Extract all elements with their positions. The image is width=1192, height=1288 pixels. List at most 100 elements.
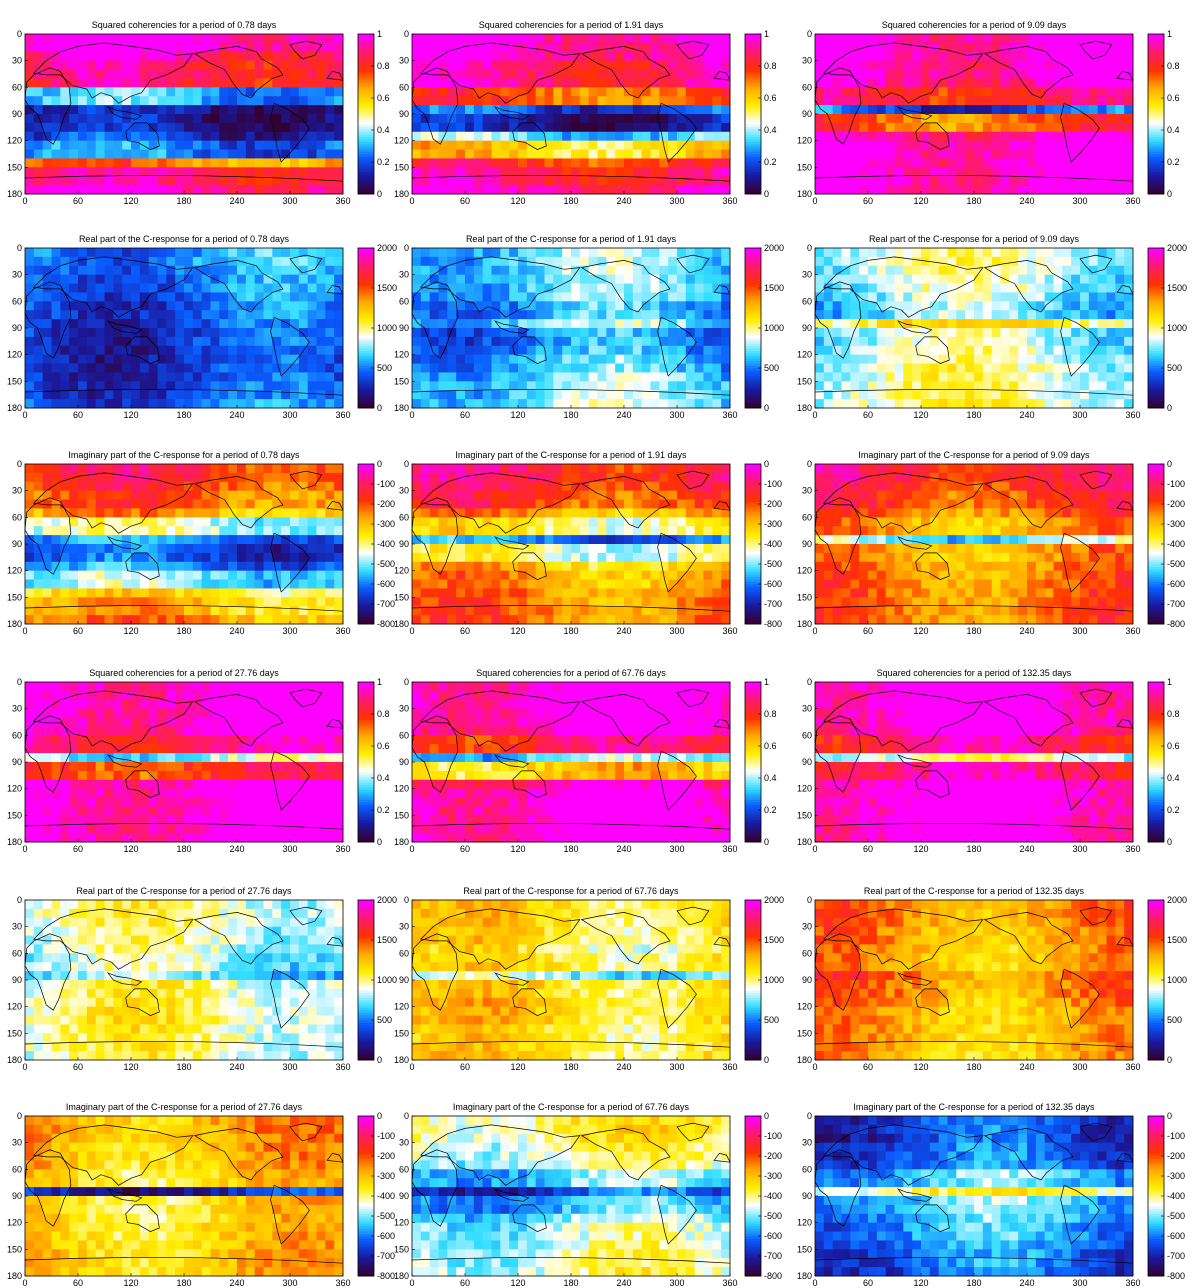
heatmap-cell: [1018, 256, 1028, 267]
heatmap-cell: [1035, 34, 1046, 44]
heatmap-cell: [237, 319, 247, 329]
heatmap-cell: [1097, 248, 1107, 258]
heatmap-cell: [184, 481, 194, 492]
x-tick-label: 60: [460, 196, 470, 206]
colorbar-step: [745, 39, 761, 42]
heatmap-cell: [192, 464, 203, 474]
heatmap-cell: [298, 526, 309, 536]
heatmap-cell: [1053, 381, 1063, 391]
heatmap-cell: [456, 372, 466, 382]
heatmap-cell: [579, 274, 590, 284]
heatmap-cell: [876, 354, 887, 364]
heatmap-cell: [175, 552, 185, 563]
heatmap-cell: [131, 34, 141, 44]
heatmap-cell: [25, 517, 35, 527]
heatmap-cell: [1027, 399, 1037, 409]
heatmap-cell: [615, 122, 625, 133]
heatmap-cell: [956, 381, 966, 391]
heatmap-cell: [166, 535, 176, 545]
heatmap-cell: [25, 51, 35, 62]
heatmap-cell: [104, 508, 114, 518]
heatmap-cell: [122, 301, 132, 311]
heatmap-cell: [938, 185, 948, 195]
heatmap-cell: [544, 345, 554, 356]
heatmap-cell: [526, 131, 537, 142]
heatmap-cell: [832, 158, 842, 168]
heatmap-cell: [104, 122, 114, 133]
heatmap-cell: [104, 96, 114, 106]
heatmap-cell: [491, 319, 501, 329]
y-tick-label: 30: [399, 270, 409, 280]
heatmap-cell: [491, 60, 501, 70]
heatmap-cell: [1062, 274, 1072, 284]
heatmap-cell: [491, 381, 501, 391]
heatmap-cell: [947, 34, 957, 44]
colorbar-step: [358, 273, 374, 276]
heatmap-cell: [615, 265, 625, 276]
colorbar-step: [358, 186, 374, 190]
heatmap-cell: [281, 69, 291, 79]
x-tick-label: 300: [669, 410, 684, 420]
heatmap-cell: [1106, 96, 1116, 106]
heatmap-cell: [1009, 301, 1019, 311]
heatmap-cell: [60, 60, 70, 70]
heatmap-cell: [131, 464, 141, 474]
heatmap-cell: [175, 248, 185, 258]
colorbar-step: [358, 174, 374, 177]
heatmap-cell: [473, 158, 484, 168]
heatmap-cell: [1097, 399, 1107, 409]
heatmap-cell: [1071, 310, 1081, 320]
heatmap-cell: [1071, 105, 1081, 115]
heatmap-cell: [25, 140, 35, 150]
heatmap-cell: [438, 51, 448, 62]
heatmap-cell: [78, 363, 88, 373]
colorbar-step: [1148, 149, 1164, 152]
y-tick-label: 60: [12, 82, 22, 92]
colorbar-frame: [357, 33, 375, 195]
heatmap-cell: [412, 69, 422, 79]
heatmap-cell: [1000, 310, 1010, 320]
heatmap-cell: [859, 248, 869, 258]
heatmap-cell: [1009, 354, 1019, 364]
heatmap-cell: [832, 372, 842, 382]
heatmap-cell: [1044, 381, 1054, 391]
colorbar-step: [358, 270, 374, 274]
heatmap-cell: [290, 96, 300, 106]
heatmap-cell: [1080, 265, 1090, 276]
heatmap-cell: [597, 363, 607, 373]
heatmap-cell: [298, 60, 309, 70]
heatmap-cell: [991, 256, 1001, 267]
heatmap-cell: [1071, 248, 1081, 258]
heatmap-cell: [841, 51, 851, 62]
heatmap-cell: [947, 131, 957, 142]
heatmap-cell: [677, 140, 687, 150]
x-tick-label: 300: [1072, 410, 1087, 420]
heatmap-cell: [624, 185, 634, 195]
heatmap-cell: [139, 354, 150, 364]
heatmap-cell: [334, 42, 344, 53]
colorbar-tick-label: 0.2: [764, 157, 777, 167]
heatmap-cell: [1044, 122, 1054, 133]
heatmap-cell: [316, 34, 326, 44]
heatmap-cell: [42, 42, 52, 53]
heatmap-cell: [685, 283, 696, 293]
heatmap-cell: [588, 105, 598, 115]
heatmap-cell: [991, 345, 1001, 356]
heatmap-cell: [219, 60, 229, 70]
heatmap-cell: [947, 274, 957, 284]
heatmap-cell: [281, 490, 291, 500]
heatmap-cell: [184, 158, 194, 168]
heatmap-cell: [201, 345, 211, 356]
heatmap-cell: [1097, 310, 1107, 320]
heatmap-cell: [219, 167, 229, 177]
heatmap-cell: [298, 292, 309, 302]
heatmap-cell: [703, 399, 713, 409]
heatmap-cell: [965, 390, 975, 400]
heatmap-cell: [113, 552, 123, 563]
heatmap-cell: [1097, 185, 1107, 195]
heatmap-cell: [1115, 310, 1125, 320]
heatmap-cell: [33, 167, 44, 177]
heatmap-cell: [254, 283, 264, 293]
heatmap-cell: [122, 185, 132, 195]
heatmap-cell: [562, 372, 572, 382]
